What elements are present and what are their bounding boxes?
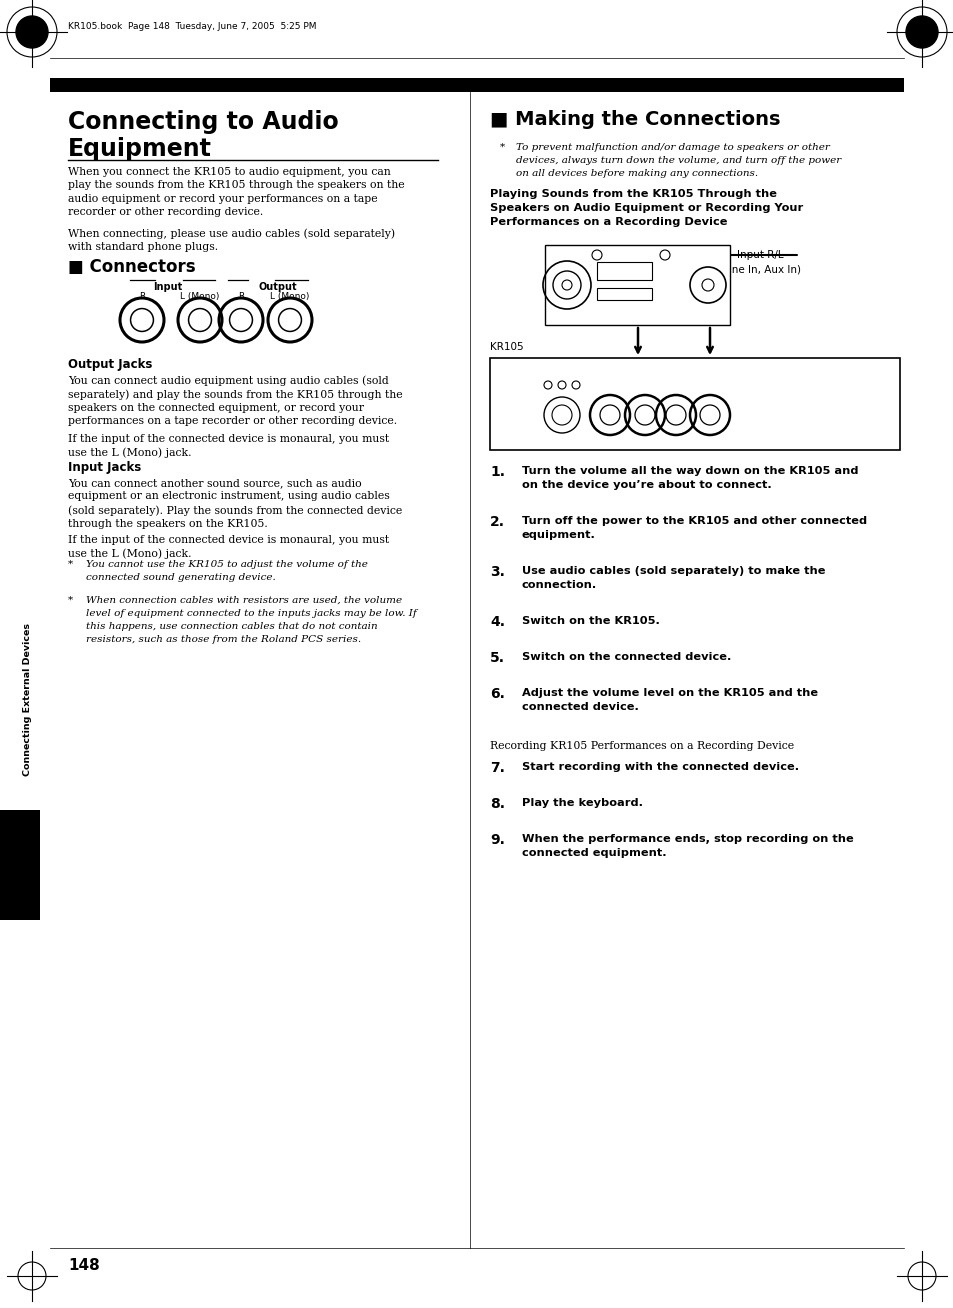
Text: Connecting External Devices: Connecting External Devices <box>24 624 32 777</box>
Text: To prevent malfunction and/or damage to speakers or other: To prevent malfunction and/or damage to … <box>516 143 829 152</box>
Text: Recording KR105 Performances on a Recording Device: Recording KR105 Performances on a Record… <box>490 742 793 751</box>
Text: 5.: 5. <box>490 651 504 664</box>
Text: Use audio cables (sold separately) to make the: Use audio cables (sold separately) to ma… <box>521 566 824 576</box>
Text: level of equipment connected to the inputs jacks may be low. If: level of equipment connected to the inpu… <box>86 610 416 617</box>
Text: When connection cables with resistors are used, the volume: When connection cables with resistors ar… <box>86 596 402 606</box>
Text: When you connect the KR105 to audio equipment, you can
play the sounds from the : When you connect the KR105 to audio equi… <box>68 167 404 217</box>
Text: 6.: 6. <box>490 687 504 701</box>
Text: KR105.book  Page 148  Tuesday, June 7, 2005  5:25 PM: KR105.book Page 148 Tuesday, June 7, 200… <box>68 22 316 31</box>
Circle shape <box>121 300 163 341</box>
Text: Performances on a Recording Device: Performances on a Recording Device <box>490 217 727 228</box>
Text: 7.: 7. <box>490 761 504 776</box>
Text: Turn off the power to the KR105 and other connected: Turn off the power to the KR105 and othe… <box>521 515 866 526</box>
Circle shape <box>269 300 311 341</box>
Text: *: * <box>68 560 73 569</box>
Text: When connecting, please use audio cables (sold separately)
with standard phone p: When connecting, please use audio cables… <box>68 228 395 252</box>
Text: L(Mono): L(Mono) <box>630 378 659 385</box>
Text: Pedal: Pedal <box>541 438 562 447</box>
Bar <box>544 245 729 324</box>
Bar <box>50 78 903 92</box>
Text: on the device you’re about to connect.: on the device you’re about to connect. <box>521 480 771 490</box>
Text: If the input of the connected device is monaural, you must
use the L (Mono) jack: If the input of the connected device is … <box>68 434 389 458</box>
Text: equipment.: equipment. <box>521 530 596 540</box>
Text: *: * <box>499 143 504 152</box>
Text: resistors, such as those from the Roland PCS series.: resistors, such as those from the Roland… <box>86 634 361 644</box>
Text: Switch on the KR105.: Switch on the KR105. <box>521 616 659 627</box>
Circle shape <box>690 396 728 434</box>
Text: Stereo: Stereo <box>615 439 639 449</box>
Bar <box>597 262 651 280</box>
Circle shape <box>590 396 628 434</box>
Text: R: R <box>607 378 612 385</box>
Text: L (Mono): L (Mono) <box>180 292 219 301</box>
Text: Playing Sounds from the KR105 Through the: Playing Sounds from the KR105 Through th… <box>490 188 776 199</box>
Text: (Line In, Aux In): (Line In, Aux In) <box>719 264 801 273</box>
Text: When the performance ends, stop recording on the: When the performance ends, stop recordin… <box>521 835 853 844</box>
Text: 2.: 2. <box>490 515 504 528</box>
Text: 9.: 9. <box>490 833 504 848</box>
Text: on all devices before making any connections.: on all devices before making any connect… <box>516 169 758 178</box>
Text: *: * <box>68 596 73 606</box>
Text: 1.: 1. <box>490 466 504 479</box>
Text: Input: Input <box>618 371 640 381</box>
Bar <box>0 810 40 920</box>
Text: R: R <box>673 378 678 385</box>
Text: Stereo: Stereo <box>680 439 706 449</box>
Text: Switch on the connected device.: Switch on the connected device. <box>521 651 731 662</box>
Text: connected device.: connected device. <box>521 702 639 712</box>
Text: 8.: 8. <box>490 797 504 811</box>
Text: You cannot use the KR105 to adjust the volume of the: You cannot use the KR105 to adjust the v… <box>86 560 368 569</box>
Bar <box>597 288 651 300</box>
Text: Output: Output <box>682 371 713 381</box>
Text: connection.: connection. <box>521 579 597 590</box>
Text: Input: Input <box>153 283 182 292</box>
Text: 148: 148 <box>68 1258 100 1273</box>
Text: Turn the volume all the way down on the KR105 and: Turn the volume all the way down on the … <box>521 466 858 476</box>
Circle shape <box>220 300 262 341</box>
Text: Play the keyboard.: Play the keyboard. <box>521 798 642 808</box>
Text: Input Jacks: Input Jacks <box>68 460 141 473</box>
Text: Speakers on Audio Equipment or Recording Your: Speakers on Audio Equipment or Recording… <box>490 203 802 213</box>
Circle shape <box>625 396 663 434</box>
Text: 4.: 4. <box>490 615 504 629</box>
Text: Stereo: Stereo <box>665 438 685 443</box>
Text: KR105: KR105 <box>490 341 523 352</box>
Text: 3.: 3. <box>490 565 504 579</box>
Circle shape <box>657 396 695 434</box>
Circle shape <box>179 300 221 341</box>
Text: L(Mono): L(Mono) <box>695 378 723 385</box>
Text: Start recording with the connected device.: Start recording with the connected devic… <box>521 763 799 772</box>
Text: ■ Connectors: ■ Connectors <box>68 258 195 276</box>
Text: L (Mono): L (Mono) <box>270 292 310 301</box>
Text: ■ Making the Connections: ■ Making the Connections <box>490 110 780 129</box>
Text: this happens, use connection cables that do not contain: this happens, use connection cables that… <box>86 623 377 630</box>
Circle shape <box>905 16 937 48</box>
Text: You can connect audio equipment using audio cables (sold
separately) and play th: You can connect audio equipment using au… <box>68 375 402 426</box>
Circle shape <box>16 16 48 48</box>
Text: You can connect another sound source, such as audio
equipment or an electronic i: You can connect another sound source, su… <box>68 477 402 528</box>
Text: If the input of the connected device is monaural, you must
use the L (Mono) jack: If the input of the connected device is … <box>68 535 389 559</box>
Text: devices, always turn down the volume, and turn off the power: devices, always turn down the volume, an… <box>516 156 841 165</box>
Bar <box>490 358 899 450</box>
Text: connected equipment.: connected equipment. <box>521 848 666 858</box>
Text: Input R/L: Input R/L <box>736 250 782 260</box>
Text: Stereo: Stereo <box>599 438 619 443</box>
Text: Output: Output <box>258 283 297 292</box>
Text: Output Jacks: Output Jacks <box>68 358 152 371</box>
Text: R: R <box>237 292 244 301</box>
Text: Connecting to Audio
Equipment: Connecting to Audio Equipment <box>68 110 338 161</box>
Text: connected sound generating device.: connected sound generating device. <box>86 573 275 582</box>
Text: R: R <box>139 292 145 301</box>
Text: Adjust the volume level on the KR105 and the: Adjust the volume level on the KR105 and… <box>521 688 818 698</box>
